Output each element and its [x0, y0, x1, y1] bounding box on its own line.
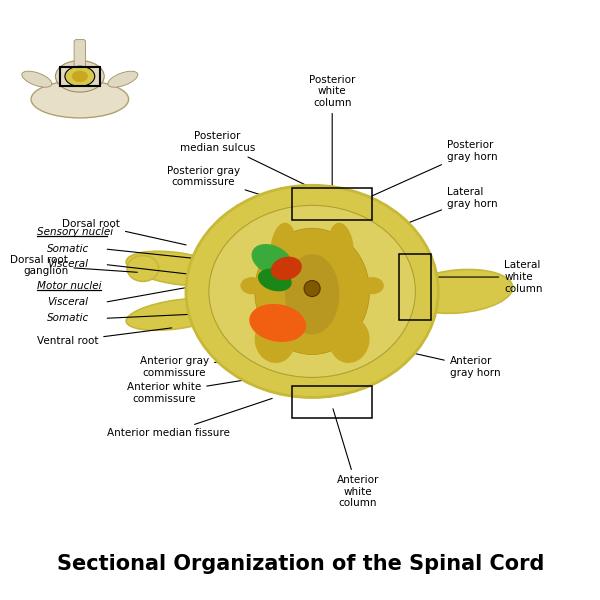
Ellipse shape	[55, 61, 104, 92]
Ellipse shape	[285, 254, 340, 334]
Ellipse shape	[404, 269, 512, 313]
Text: Dorsal root
ganglion: Dorsal root ganglion	[10, 255, 137, 277]
Ellipse shape	[271, 223, 296, 274]
Ellipse shape	[254, 317, 295, 363]
Ellipse shape	[209, 205, 415, 377]
FancyBboxPatch shape	[74, 40, 86, 67]
Text: Somatic: Somatic	[47, 313, 89, 323]
Text: Anterior white
commissure: Anterior white commissure	[127, 375, 276, 404]
Text: Posterior
median sulcus: Posterior median sulcus	[180, 131, 310, 187]
Text: Posterior
gray horn: Posterior gray horn	[366, 140, 497, 199]
Text: Lateral
white
column: Lateral white column	[434, 260, 543, 293]
Ellipse shape	[251, 244, 292, 276]
Text: Sectional Organization of the Spinal Cord: Sectional Organization of the Spinal Cor…	[57, 554, 544, 574]
Ellipse shape	[127, 256, 158, 281]
Text: Anterior median fissure: Anterior median fissure	[107, 398, 272, 438]
Ellipse shape	[361, 277, 384, 294]
Ellipse shape	[65, 66, 95, 86]
Text: Visceral: Visceral	[47, 259, 88, 269]
Text: Sensory nuclei: Sensory nuclei	[37, 227, 113, 238]
Ellipse shape	[241, 277, 263, 294]
Text: Anterior
gray horn: Anterior gray horn	[371, 344, 500, 378]
Ellipse shape	[255, 229, 370, 355]
Text: Posterior
white
column: Posterior white column	[309, 74, 355, 185]
Text: Somatic: Somatic	[47, 244, 89, 254]
FancyBboxPatch shape	[286, 256, 338, 278]
FancyBboxPatch shape	[268, 278, 357, 305]
Text: Visceral: Visceral	[47, 297, 88, 307]
Ellipse shape	[126, 298, 229, 330]
Ellipse shape	[22, 71, 52, 87]
Ellipse shape	[126, 251, 229, 286]
Bar	[399, 254, 431, 320]
Text: Dorsal root: Dorsal root	[62, 219, 186, 245]
Ellipse shape	[258, 268, 292, 292]
Text: Ventral root: Ventral root	[37, 328, 172, 346]
Text: Anterior
white
column: Anterior white column	[333, 409, 379, 508]
Text: Lateral
gray horn: Lateral gray horn	[375, 187, 497, 236]
Text: Posterior gray
commissure: Posterior gray commissure	[167, 166, 301, 208]
Circle shape	[304, 280, 320, 296]
Ellipse shape	[186, 185, 439, 398]
Ellipse shape	[72, 71, 88, 82]
Bar	[292, 386, 373, 418]
Text: Anterior gray
commissure: Anterior gray commissure	[140, 355, 281, 378]
Ellipse shape	[329, 317, 370, 363]
Ellipse shape	[249, 304, 306, 342]
Ellipse shape	[271, 257, 302, 280]
Ellipse shape	[328, 223, 354, 274]
Bar	[292, 188, 373, 220]
Bar	[60, 67, 100, 86]
Ellipse shape	[31, 80, 128, 118]
Ellipse shape	[108, 71, 138, 87]
Text: Motor nuclei: Motor nuclei	[37, 281, 101, 291]
